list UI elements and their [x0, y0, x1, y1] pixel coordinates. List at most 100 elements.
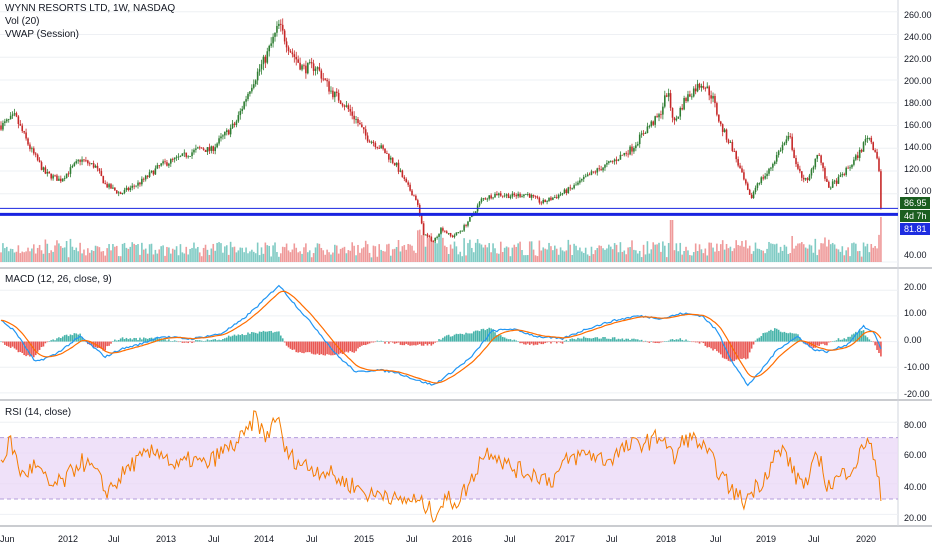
macd-histogram-bar	[222, 339, 224, 342]
candle-body	[463, 225, 465, 231]
candle-body	[287, 47, 290, 52]
volume-bar	[804, 247, 807, 262]
macd-histogram-bar	[633, 338, 635, 342]
macd-histogram-bar	[368, 341, 371, 344]
volume-bar	[826, 246, 828, 262]
macd-histogram-bar	[669, 339, 672, 342]
volume-bar	[704, 248, 707, 262]
rsi-tick: 40.00	[904, 482, 927, 492]
macd-histogram-bar	[509, 339, 512, 342]
macd-histogram-bar	[640, 339, 643, 342]
macd-histogram-bar	[322, 341, 325, 356]
macd-histogram-bar	[557, 341, 560, 343]
candle-body	[559, 194, 562, 196]
candle-body	[779, 150, 782, 152]
macd-histogram-bar	[314, 341, 317, 355]
candle-body	[123, 189, 126, 193]
candle-body	[447, 232, 450, 234]
macd-histogram-bar	[511, 340, 514, 342]
macd-histogram-bar	[700, 341, 703, 343]
macd-histogram-bar	[144, 338, 147, 342]
volume-bar	[654, 244, 656, 262]
time-label: 2019	[756, 534, 776, 544]
volume-bar	[13, 252, 16, 262]
candle-body	[828, 181, 830, 188]
macd-histogram-bar	[191, 341, 193, 344]
volume-bar	[490, 252, 492, 262]
macd-histogram-bar	[334, 341, 336, 355]
candle-body	[393, 162, 396, 166]
candle-body	[797, 164, 799, 169]
candle-body	[762, 177, 765, 179]
candle-body	[855, 155, 857, 160]
macd-histogram-bar	[413, 341, 415, 346]
candle-body	[208, 147, 211, 151]
macd-histogram-bar	[698, 341, 701, 344]
macd-histogram-bar	[71, 335, 74, 342]
candle-body	[370, 141, 373, 143]
volume-bar	[679, 242, 682, 262]
candle-body	[418, 204, 421, 215]
candle-body	[756, 183, 759, 188]
candle-body	[629, 146, 631, 155]
macd-histogram-bar	[420, 341, 423, 346]
macd-histogram-bar	[646, 341, 649, 343]
volume-bar	[401, 246, 404, 262]
volume-bar	[9, 248, 12, 262]
volume-bar	[380, 249, 382, 262]
price-tick: 160.00	[904, 120, 932, 130]
volume-bar	[235, 252, 238, 262]
candle-body	[305, 65, 307, 74]
candle-body	[829, 187, 832, 189]
candle-body	[58, 178, 60, 181]
volume-bar	[523, 255, 525, 262]
volume-bar	[756, 248, 759, 262]
candle-body	[748, 189, 751, 195]
macd-histogram-bar	[386, 341, 388, 342]
candle-body	[785, 139, 788, 144]
candle-body	[600, 169, 602, 171]
macd-histogram-bar	[61, 336, 64, 342]
candle-body	[708, 86, 710, 96]
macd-histogram-bar	[752, 341, 755, 345]
volume-bar	[461, 256, 463, 262]
candle-body	[399, 170, 402, 172]
candle-body	[511, 193, 514, 197]
candle-body	[484, 198, 487, 200]
candle-body	[33, 148, 35, 154]
volume-bar	[378, 244, 381, 262]
candle-body	[469, 216, 471, 222]
candle-body	[293, 54, 296, 57]
macd-histogram-bar	[168, 339, 170, 342]
macd-histogram-bar	[114, 339, 116, 342]
candle-body	[241, 108, 244, 112]
macd-histogram-bar	[38, 341, 41, 350]
volume-bar	[820, 243, 822, 262]
candle-body	[141, 178, 143, 185]
candle-body	[162, 161, 164, 164]
candle-body	[166, 162, 168, 166]
rsi-indicator-label[interactable]: RSI (14, close)	[5, 407, 72, 418]
candle-body	[249, 91, 251, 94]
candle-body	[789, 135, 792, 137]
candle-body	[743, 172, 745, 180]
volume-bar	[866, 243, 869, 262]
candle-body	[445, 231, 448, 234]
volume-indicator-label[interactable]: Vol (20)	[5, 16, 40, 27]
candle-body	[604, 164, 606, 168]
candle-body	[768, 168, 770, 174]
volume-bar	[606, 248, 608, 262]
candle-body	[56, 175, 58, 181]
volume-bar	[455, 246, 458, 262]
vwap-indicator-label[interactable]: VWAP (Session)	[5, 29, 79, 40]
volume-bar	[322, 250, 325, 262]
macd-histogram-bar	[793, 333, 795, 342]
macd-indicator-label[interactable]: MACD (12, 26, close, 9)	[5, 274, 112, 285]
macd-histogram-bar	[731, 341, 734, 362]
volume-bar	[770, 243, 772, 262]
macd-histogram-bar	[826, 341, 828, 346]
volume-bar	[4, 248, 6, 262]
symbol-title[interactable]: WYNN RESORTS LTD, 1W, NASDAQ	[5, 3, 176, 14]
